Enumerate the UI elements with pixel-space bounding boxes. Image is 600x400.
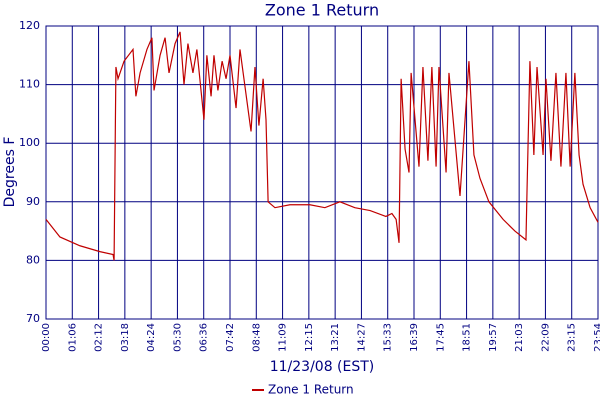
x-tick-label: 11:09 [278,323,289,352]
x-axis-label: 11/23/08 (EST) [270,359,375,375]
y-axis-label: Degrees F [2,137,18,208]
x-tick-label: 04:24 [146,323,157,352]
x-tick-label: 16:39 [409,323,420,352]
x-tick-label: 02:12 [94,323,105,352]
x-tick-label: 23:15 [567,323,578,352]
x-tick-label: 01:06 [67,323,78,352]
x-tick-label: 18:51 [462,323,473,352]
y-tick-label: 120 [19,19,40,32]
x-tick-label: 12:15 [304,323,315,352]
x-tick-label: 23:54 [593,323,600,352]
x-tick-label: 14:27 [356,323,367,352]
legend-label: Zone 1 Return [268,383,354,397]
y-tick-label: 90 [26,195,40,208]
x-tick-label: 07:42 [225,323,236,352]
x-tick-label: 00:00 [41,323,52,352]
y-tick-label: 80 [26,253,40,266]
y-tick-label: 110 [19,78,40,91]
x-tick-label: 17:45 [435,323,446,352]
x-tick-label: 22:09 [540,323,551,352]
x-tick-label: 05:30 [172,323,183,352]
x-tick-label: 06:36 [199,323,210,352]
chart-title: Zone 1 Return [265,1,379,20]
data-line [45,31,599,261]
y-tick-label: 100 [19,136,40,149]
y-tick-label: 70 [26,312,40,325]
plot-area [45,25,599,320]
x-tick-label: 08:48 [251,323,262,352]
x-tick-label: 21:03 [514,323,525,352]
x-tick-label: 13:21 [330,323,341,352]
x-tick-label: 19:57 [488,323,499,352]
x-tick-label: 03:18 [120,323,131,352]
x-tick-label: 15:33 [383,323,394,352]
